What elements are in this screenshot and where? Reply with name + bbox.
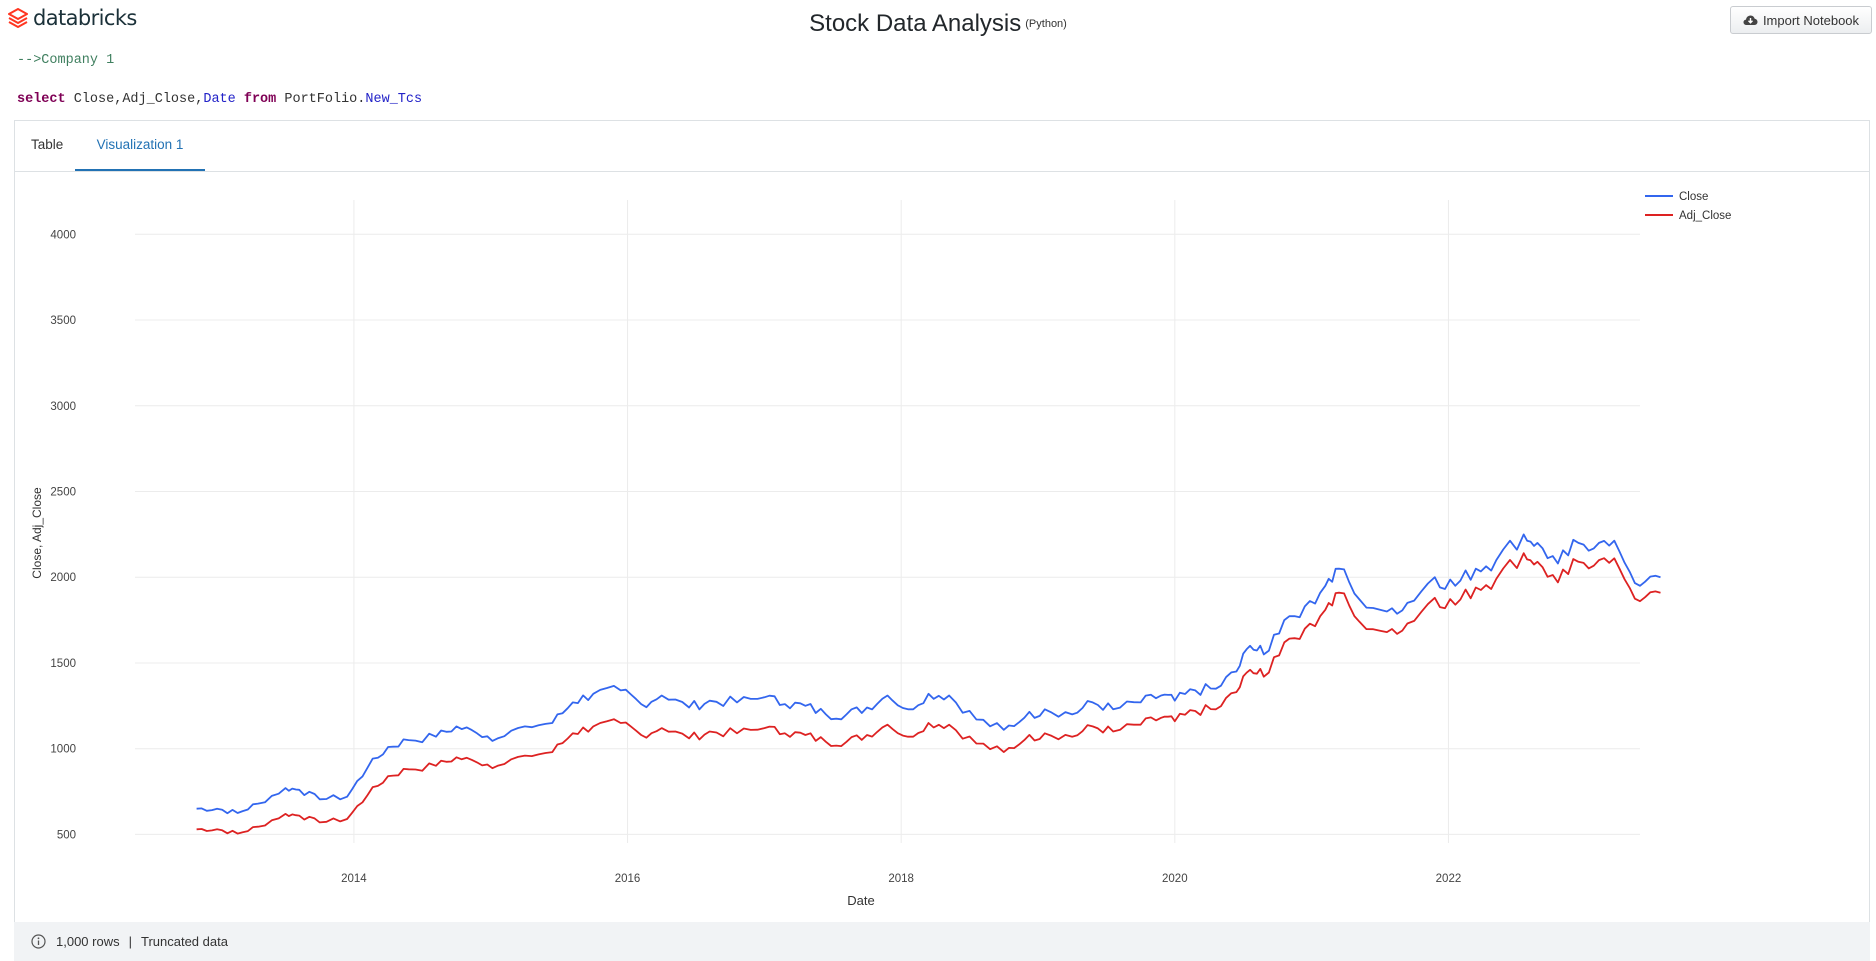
result-panel: Table Visualization 1	[14, 120, 1870, 961]
info-icon	[31, 934, 46, 949]
result-tabs: Table Visualization 1	[15, 121, 1869, 172]
truncation-status: Truncated data	[140, 934, 228, 949]
sql-schema: PortFolio.	[284, 92, 366, 107]
databricks-logo-icon	[8, 8, 28, 28]
footer-separator: |	[128, 934, 132, 949]
sql-query: select Close,Adj_Close,Date from PortFol…	[17, 92, 422, 107]
sql-keyword-from: from	[243, 92, 277, 107]
import-notebook-label: Import Notebook	[1762, 12, 1860, 28]
sql-table: New_Tcs	[365, 92, 423, 107]
page-title: Stock Data Analysis	[809, 10, 1022, 37]
tab-visualization-1[interactable]: Visualization 1	[75, 121, 205, 171]
row-count: 1,000 rows	[56, 934, 120, 949]
databricks-logo: databricks	[8, 6, 137, 30]
tab-table[interactable]: Table	[31, 137, 64, 152]
sql-column-date: Date	[203, 92, 236, 107]
result-footer: 1,000 rows | Truncated data	[14, 922, 1870, 961]
sql-keyword-select: select	[17, 92, 66, 107]
sql-columns: Close,Adj_Close,	[73, 92, 204, 107]
brand-name: databricks	[33, 6, 137, 30]
cloud-download-icon	[1743, 15, 1758, 25]
import-notebook-button[interactable]: Import Notebook	[1730, 6, 1872, 34]
notebook-language: (Python)	[1025, 18, 1067, 30]
code-comment: -->Company 1	[17, 53, 115, 68]
notebook-header: Stock Data Analysis (Python)	[0, 10, 1876, 38]
